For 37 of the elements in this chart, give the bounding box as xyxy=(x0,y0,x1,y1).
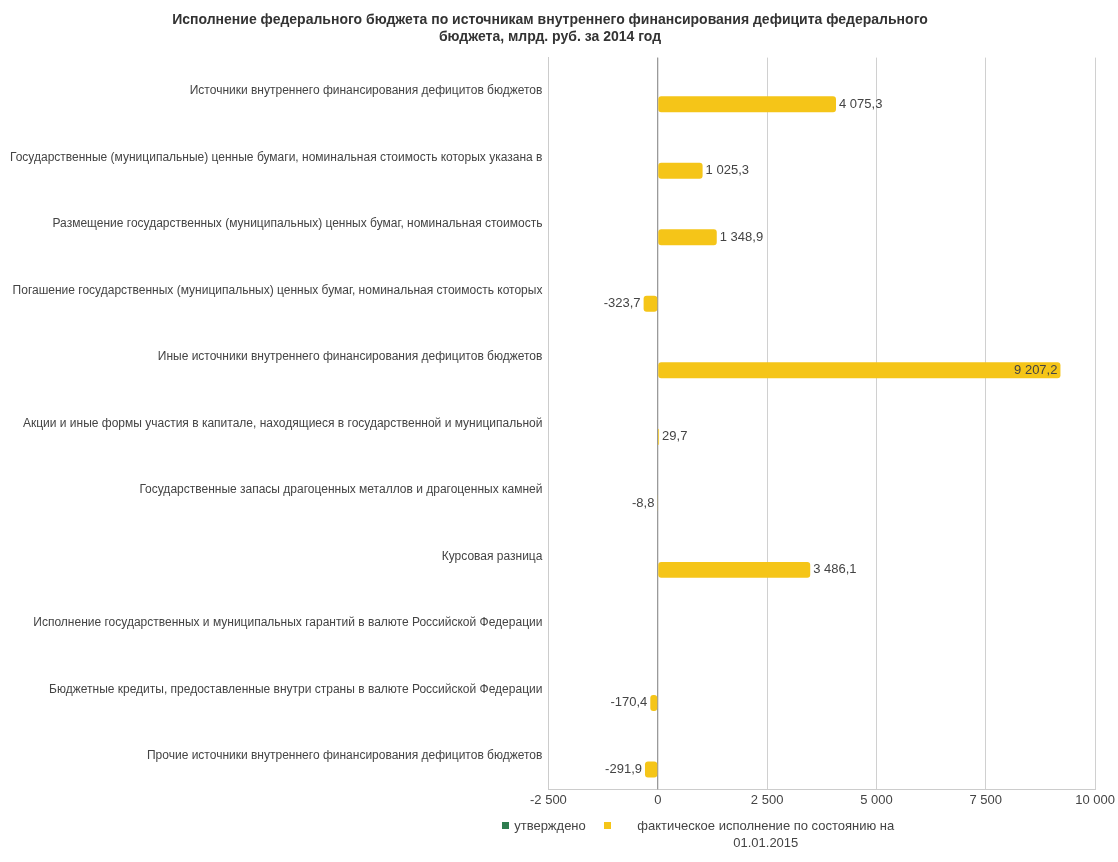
x-tick-label: 5 000 xyxy=(860,791,893,807)
legend-label: фактическое исполнение по состоянию на 01.01.2015 xyxy=(636,817,896,851)
y-tick-label: Государственные (муниципальные) ценные бумаги, номинальная стоимость которых указана в xyxy=(10,149,543,164)
y-tick-label: Источники внутреннего финансирования дефицитов бюджетов xyxy=(189,83,543,98)
data-label: 9 207,2 xyxy=(1014,361,1058,377)
data-label: -170,4 xyxy=(610,694,648,710)
legend-label: утверждено xyxy=(514,817,586,834)
data-label: 1 025,3 xyxy=(705,162,749,178)
y-tick-label: Иные источники внутреннего финансирования дефицитов бюджетов xyxy=(157,349,543,364)
bar xyxy=(658,362,1061,379)
data-label: 4 075,3 xyxy=(839,95,883,111)
x-tick-label: 0 xyxy=(654,791,662,807)
x-tick-label: 7 500 xyxy=(969,791,1003,807)
y-tick-label: Акции и иные формы участия в капитале, находящиеся в государственной и муниципальной xyxy=(22,415,543,430)
bar xyxy=(643,295,658,312)
x-tick-label: -2 500 xyxy=(529,791,567,807)
bar xyxy=(644,761,658,778)
x-tick-label: 10 000 xyxy=(1075,791,1115,807)
x-tick-label: 2 500 xyxy=(750,791,784,807)
bar xyxy=(658,96,836,113)
data-label: -291,9 xyxy=(605,761,642,777)
y-tick-label: Прочие источники внутреннего финансирования дефицитов бюджетов xyxy=(146,748,543,763)
y-tick-label: Курсовая разница xyxy=(441,548,543,563)
data-label: 1 348,9 xyxy=(719,228,764,244)
bar xyxy=(658,561,811,578)
data-label: 3 486,1 xyxy=(813,561,857,577)
y-tick-label: Исполнение государственных и муниципальных гарантий в валюте Российской Федерации xyxy=(33,615,543,630)
data-label: -8,8 xyxy=(631,494,655,510)
y-tick-label: Размещение государственных (муниципальных) ценных бумаг, номинальная стоимость xyxy=(52,216,543,231)
data-label: 29,7 xyxy=(662,428,688,444)
y-tick-label: Бюджетные кредиты, предоставленные внутри страны в валюте Российской Федерации xyxy=(49,681,543,696)
chart-title: Исполнение федерального бюджета по источникам внутреннего финансирования дефицита федерального бюджета, млрд. руб. за 2014 год xyxy=(172,11,928,45)
bar xyxy=(658,229,717,246)
bar xyxy=(658,162,703,179)
y-tick-label: Погашение государственных (муниципальных) ценных бумаг, номинальная стоимость которых xyxy=(12,282,543,297)
data-label: -323,7 xyxy=(603,295,641,311)
y-tick-label: Государственные запасы драгоценных металлов и драгоценных камней xyxy=(139,482,543,497)
